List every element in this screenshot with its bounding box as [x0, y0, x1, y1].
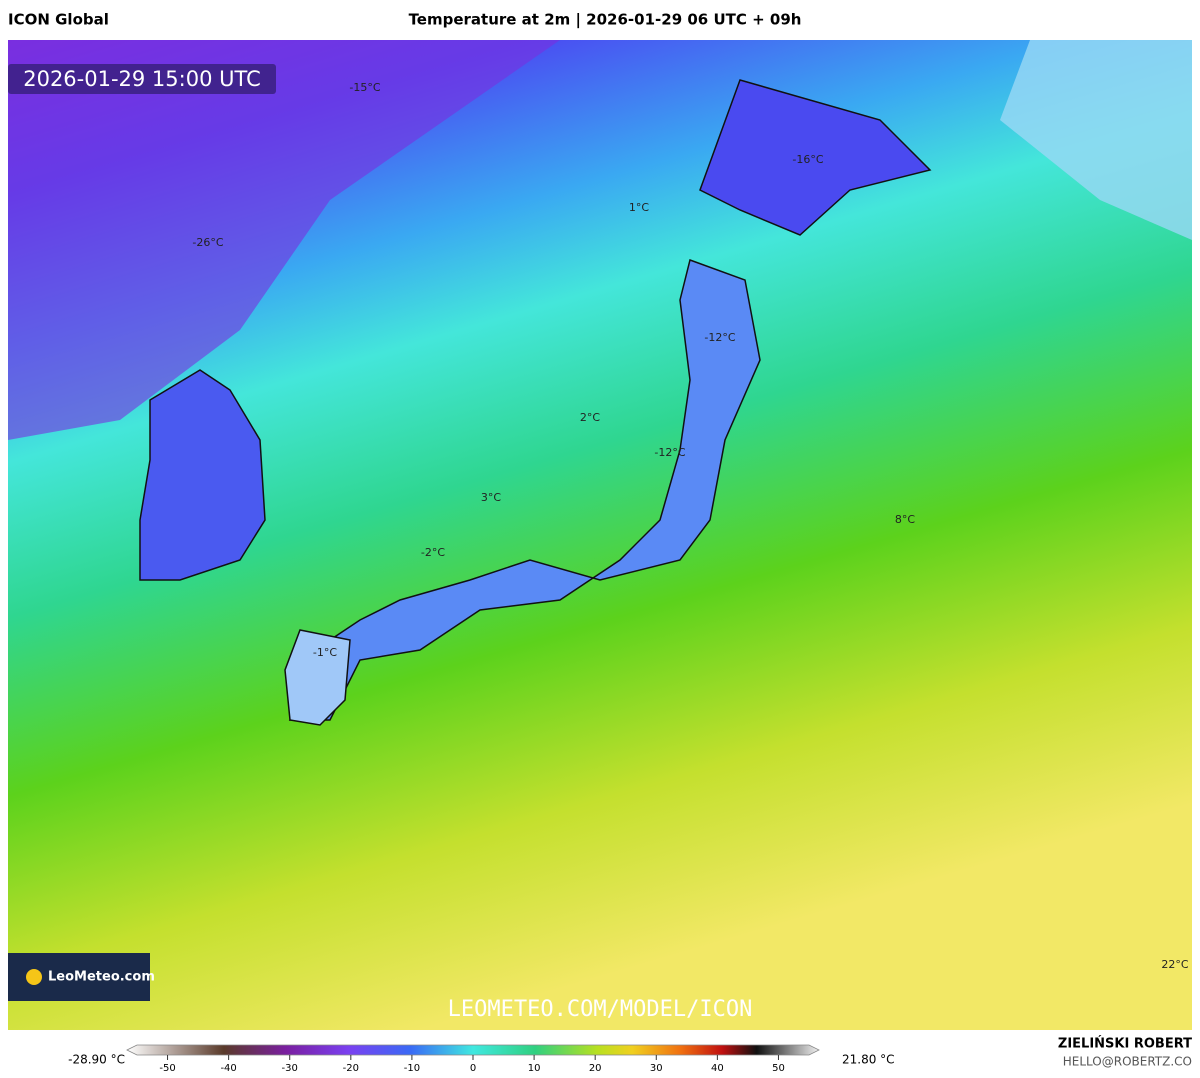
map-label: 1°C — [629, 201, 649, 214]
colorbar-tick-label: 30 — [650, 1063, 663, 1074]
model-name: ICON Global — [8, 11, 109, 29]
korea — [139, 369, 266, 581]
colorbar-bar — [126, 1044, 820, 1056]
map-label: -26°C — [192, 236, 223, 249]
colorbar-tick-label: 0 — [470, 1063, 476, 1074]
logo-sun — [26, 969, 42, 985]
cold-region — [8, 40, 560, 440]
colorbar-tick-label: -10 — [404, 1063, 420, 1074]
watermark: LEOMETEO.COM/MODEL/ICON — [448, 997, 753, 1022]
map: -15°C -26°C -16°C 1°C -12°C 2°C -12°C 3°C 8°C -2°… — [8, 40, 1192, 1030]
map-label: -16°C — [792, 153, 823, 166]
colorbar-tick-label: -30 — [282, 1063, 298, 1074]
colorbar-tick-label: -20 — [343, 1063, 359, 1074]
colorbar-tick-label: 50 — [772, 1063, 785, 1074]
colorbar: -50 -40 -30 -20 -10 0 10 20 30 40 50 — [126, 1044, 820, 1074]
colorbar-tick-label: -50 — [159, 1063, 175, 1074]
warm-sea — [1000, 40, 1192, 240]
map-label: 22°C — [1161, 958, 1188, 971]
map-title: Temperature at 2m | 2026-01-29 06 UTC + … — [409, 11, 802, 30]
email: HELLO@ROBERTZ.CO — [1063, 1055, 1192, 1069]
colorbar-tick-label: 40 — [711, 1063, 724, 1074]
map-label: 8°C — [895, 513, 915, 526]
map-label: -12°C — [704, 331, 735, 344]
map-label: 3°C — [481, 491, 501, 504]
map-label: 2°C — [580, 411, 600, 424]
map-labels: -15°C -26°C -16°C 1°C -12°C 2°C -12°C 3°C 8°C -2°… — [192, 81, 1188, 971]
map-label: -2°C — [421, 546, 445, 559]
colorbar-tick-label: 20 — [589, 1063, 602, 1074]
map-label: -1°C — [313, 646, 337, 659]
logo: LeoMeteo.com — [48, 970, 155, 985]
colorbar-tick-label: 10 — [528, 1063, 541, 1074]
valid-time: 2026-01-29 15:00 UTC — [23, 67, 261, 91]
map-label: -15°C — [349, 81, 380, 94]
colorbar-tick-label: -40 — [220, 1063, 236, 1074]
colorbar-min: -28.90 °C — [68, 1053, 125, 1067]
map-label: -12°C — [654, 446, 685, 459]
colorbar-max: 21.80 °C — [842, 1053, 895, 1067]
author: ZIELIŃSKI ROBERT — [1058, 1036, 1192, 1052]
time-box — [8, 64, 276, 94]
kyushu — [284, 629, 351, 726]
hokkaido — [699, 79, 932, 236]
